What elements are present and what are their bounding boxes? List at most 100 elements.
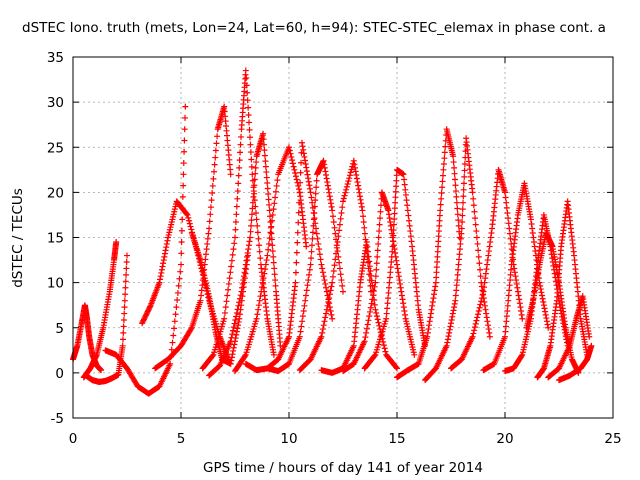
data-point [198,287,205,294]
data-point [365,317,372,324]
data-point [247,234,254,241]
data-point [454,277,461,284]
data-point [263,174,270,181]
data-point [401,176,408,183]
data-point [385,284,392,291]
data-point [233,331,240,338]
data-point [184,211,191,218]
data-point [271,271,278,278]
data-point [214,133,221,140]
data-point [479,291,486,298]
data-point [319,265,326,272]
data-point [204,240,211,247]
data-point [329,279,336,286]
data-point [469,189,476,196]
data-point [358,203,365,210]
data-point [429,302,436,309]
data-point [236,311,243,318]
data-point [386,279,393,286]
data-point [398,288,405,295]
data-point [308,255,315,262]
data-point [260,275,267,282]
data-point [428,306,435,313]
data-point [262,158,269,165]
data-point [183,210,190,217]
data-point [435,233,442,240]
data-point [185,214,192,221]
data-point [261,147,268,154]
data-point [248,211,255,218]
data-point [502,323,509,330]
data-point [436,222,443,229]
data-point [401,181,408,188]
data-point [356,193,363,200]
data-point [273,182,280,189]
data-point [528,220,535,227]
data-point [306,182,313,189]
data-point [513,277,520,284]
data-point [477,266,484,273]
data-point [368,300,375,307]
data-point [258,288,265,295]
data-point [483,266,490,273]
data-point [266,235,273,242]
data-point [435,228,442,235]
data-point [232,234,238,241]
data-point [483,310,490,317]
x-tick-label: 10 [280,431,297,447]
data-point [120,317,127,324]
data-point [230,344,237,351]
data-point [385,289,392,296]
data-point [426,322,433,329]
data-point [375,234,382,241]
data-point [456,256,463,263]
data-point [321,164,328,171]
data-point [503,204,510,211]
series-19 [480,180,552,374]
data-point [330,268,337,275]
data-point [248,156,255,163]
data-point [336,227,343,234]
data-point [235,318,242,325]
data-point [461,161,468,168]
data-point [474,314,481,321]
data-point [272,277,279,284]
data-point [434,248,441,255]
data-point [254,229,261,236]
data-point [326,295,333,302]
data-point [440,166,447,173]
y-tick-label: 0 [55,366,64,382]
data-point [292,279,299,286]
data-point [321,277,328,284]
data-point [408,238,415,245]
data-point [259,284,265,291]
data-point [174,297,181,304]
data-point [542,311,549,318]
data-point [202,251,209,258]
data-point [246,134,253,141]
data-point [171,318,178,325]
data-point [313,230,320,237]
data-point [451,170,458,177]
data-point [384,305,391,312]
data-point [261,270,268,277]
data-point [293,259,300,266]
data-point [430,295,437,302]
series-6 [188,229,251,367]
data-point [324,182,331,189]
data-point [306,266,313,273]
data-point [456,234,463,241]
data-point [481,298,488,305]
data-point [304,171,311,178]
data-point [270,253,277,260]
data-point [292,170,299,177]
data-point [313,177,320,184]
data-point [393,177,400,184]
data-point [267,213,274,220]
data-point [518,311,525,318]
data-point [366,313,373,320]
data-point [482,306,489,313]
data-point [306,185,313,192]
data-point [505,297,512,304]
data-point [227,360,234,367]
